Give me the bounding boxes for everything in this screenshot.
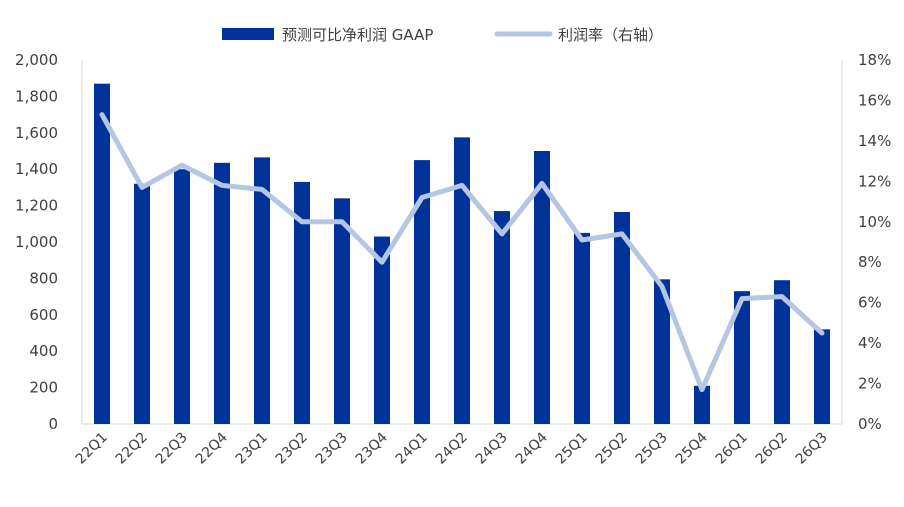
x-axis-tick-labels: 22Q1 22Q2 22Q3 22Q4 23Q1 23Q2 23Q3 23Q4 24Q1 24Q2… [73, 429, 831, 467]
bar-series [94, 83, 830, 424]
y-axis-tick-labels: 0 200 400 600 800 1,000 1,200 1,400 1,600 1,800 2,… [15, 51, 58, 433]
bar [174, 169, 190, 424]
legend: 预测可比净利润 GAAP 利润率（右轴） [222, 26, 663, 44]
x-tick-label: 23Q3 [313, 430, 351, 468]
x-tick-label: 25Q3 [633, 430, 671, 468]
x-tick-label: 24Q3 [473, 430, 511, 468]
bar [414, 160, 430, 424]
bar [254, 157, 270, 424]
line-series [99, 112, 825, 393]
line-point [741, 298, 743, 300]
y2-tick-label: 6% [858, 294, 882, 312]
bar [454, 137, 470, 424]
x-tick-label: 22Q3 [153, 430, 191, 468]
y-tick-label: 1,200 [15, 197, 58, 215]
legend-bar-swatch [222, 28, 274, 40]
bar [654, 279, 670, 424]
legend-bar-label: 预测可比净利润 GAAP [282, 26, 433, 44]
bar [694, 385, 710, 424]
x-tick-label: 22Q4 [193, 429, 231, 467]
bar [214, 162, 230, 424]
line-point [461, 184, 463, 186]
line-point [181, 164, 183, 166]
y-tick-label: 1,400 [15, 160, 58, 178]
bar [534, 151, 550, 424]
x-tick-label: 22Q1 [73, 430, 111, 468]
bar [374, 236, 390, 424]
y2-axis-tick-labels: 0% 2% 4% 6% 8% 10% 12% 14% 16% 18% [858, 51, 891, 433]
bar [494, 211, 510, 424]
x-tick-label: 26Q2 [753, 430, 791, 468]
y2-tick-label: 2% [858, 375, 882, 393]
y-tick-label: 200 [29, 379, 58, 397]
legend-line-label: 利润率（右轴） [558, 26, 663, 44]
line-point [301, 221, 303, 223]
line-point [101, 114, 103, 116]
y2-tick-label: 16% [858, 91, 891, 109]
y2-tick-label: 0% [858, 415, 882, 433]
x-tick-label: 25Q4 [673, 429, 711, 467]
x-tick-label: 23Q2 [273, 430, 311, 468]
line-point [581, 239, 583, 241]
line-point [381, 261, 383, 263]
y-tick-label: 1,000 [15, 233, 58, 251]
line-point [701, 389, 703, 391]
x-tick-label: 23Q4 [353, 429, 391, 467]
line-point [501, 233, 503, 235]
y2-tick-label: 4% [858, 334, 882, 352]
x-tick-label: 23Q1 [233, 430, 271, 468]
bar [614, 211, 630, 424]
x-tick-label: 24Q4 [513, 429, 551, 467]
y-tick-label: 800 [29, 269, 58, 287]
line-point [341, 221, 343, 223]
line-point [141, 186, 143, 188]
x-tick-label: 24Q2 [433, 430, 471, 468]
y2-tick-label: 10% [858, 213, 891, 231]
y2-tick-label: 8% [858, 253, 882, 271]
x-tick-label: 25Q2 [593, 430, 631, 468]
x-tick-label: 26Q1 [713, 430, 751, 468]
bar [814, 329, 830, 424]
line-point [421, 197, 423, 199]
y2-tick-label: 12% [858, 172, 891, 190]
bar [774, 280, 790, 424]
line-point [821, 332, 823, 334]
y2-tick-label: 14% [858, 132, 891, 150]
bar [94, 83, 110, 424]
y-tick-label: 2,000 [15, 51, 58, 69]
bar [294, 181, 310, 424]
y-tick-label: 1,600 [15, 124, 58, 142]
y-tick-label: 400 [29, 342, 58, 360]
y-tick-label: 600 [29, 306, 58, 324]
x-tick-label: 22Q2 [113, 430, 151, 468]
bar [574, 232, 590, 424]
line-point [221, 184, 223, 186]
y2-tick-label: 18% [858, 51, 891, 69]
bar [734, 291, 750, 424]
line-point [661, 285, 663, 287]
line-point [541, 182, 543, 184]
bar [334, 198, 350, 424]
x-tick-label: 24Q1 [393, 430, 431, 468]
line-point [261, 188, 263, 190]
line-point [781, 296, 783, 298]
y-tick-label: 1,800 [15, 87, 58, 105]
bar [134, 183, 150, 424]
line-point [621, 233, 623, 235]
x-tick-label: 26Q3 [793, 430, 831, 468]
y-tick-label: 0 [48, 415, 58, 433]
x-tick-label: 25Q1 [553, 430, 591, 468]
